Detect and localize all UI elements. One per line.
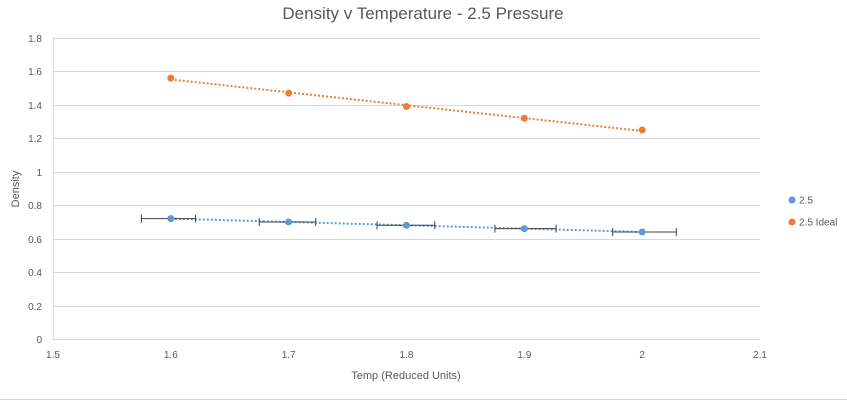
data-point bbox=[520, 225, 528, 233]
x-tick-label: 1.9 bbox=[517, 350, 531, 361]
x-tick-label: 1.8 bbox=[400, 350, 414, 361]
legend-item: 2.5 bbox=[788, 196, 813, 207]
y-tick-label: 1.4 bbox=[28, 101, 42, 112]
y-tick-label: 0.8 bbox=[28, 201, 42, 212]
gridlines bbox=[53, 38, 760, 340]
legend: 2.5 2.5 Ideal bbox=[788, 196, 837, 229]
x-tick-label: 2 bbox=[639, 350, 645, 361]
data-point bbox=[285, 89, 293, 97]
data-point bbox=[285, 218, 293, 226]
chart-title: Density v Temperature - 2.5 Pressure bbox=[282, 4, 563, 23]
legend-marker bbox=[788, 196, 796, 204]
legend-label: 2.5 bbox=[799, 196, 813, 207]
x-tick-label: 1.7 bbox=[282, 350, 296, 361]
y-tick-label: 0 bbox=[36, 335, 42, 346]
x-tick-label: 2.1 bbox=[753, 350, 767, 361]
x-axis-ticks: 1.5 1.6 1.7 1.8 1.9 2 2.1 bbox=[46, 350, 767, 361]
y-tick-label: 1.2 bbox=[28, 134, 42, 145]
y-axis-ticks: 0 0.2 0.4 0.6 0.8 1 1.2 1.4 1.6 1.8 bbox=[28, 34, 42, 346]
x-axis-label: Temp (Reduced Units) bbox=[351, 370, 460, 382]
y-axis-label: Density bbox=[10, 170, 22, 207]
series-2.5-ideal bbox=[167, 74, 646, 134]
data-point bbox=[638, 126, 646, 134]
x-tick-label: 1.5 bbox=[46, 350, 60, 361]
y-tick-label: 0.2 bbox=[28, 302, 42, 313]
y-tick-label: 0.4 bbox=[28, 268, 42, 279]
data-point bbox=[638, 228, 646, 236]
y-tick-label: 0.6 bbox=[28, 235, 42, 246]
series-layer bbox=[140, 74, 677, 236]
data-point bbox=[167, 74, 175, 82]
y-tick-label: 1.6 bbox=[28, 67, 42, 78]
data-point bbox=[167, 215, 175, 223]
data-point bbox=[403, 103, 410, 111]
data-point bbox=[403, 221, 410, 229]
legend-label: 2.5 Ideal bbox=[799, 218, 837, 229]
trendline bbox=[170, 217, 643, 233]
data-point bbox=[520, 114, 528, 122]
legend-item: 2.5 Ideal bbox=[788, 218, 837, 229]
legend-marker bbox=[788, 218, 796, 226]
y-tick-label: 1 bbox=[36, 168, 42, 179]
y-tick-label: 1.8 bbox=[28, 34, 42, 45]
series-2.5 bbox=[140, 214, 677, 236]
x-tick-label: 1.6 bbox=[164, 350, 178, 361]
